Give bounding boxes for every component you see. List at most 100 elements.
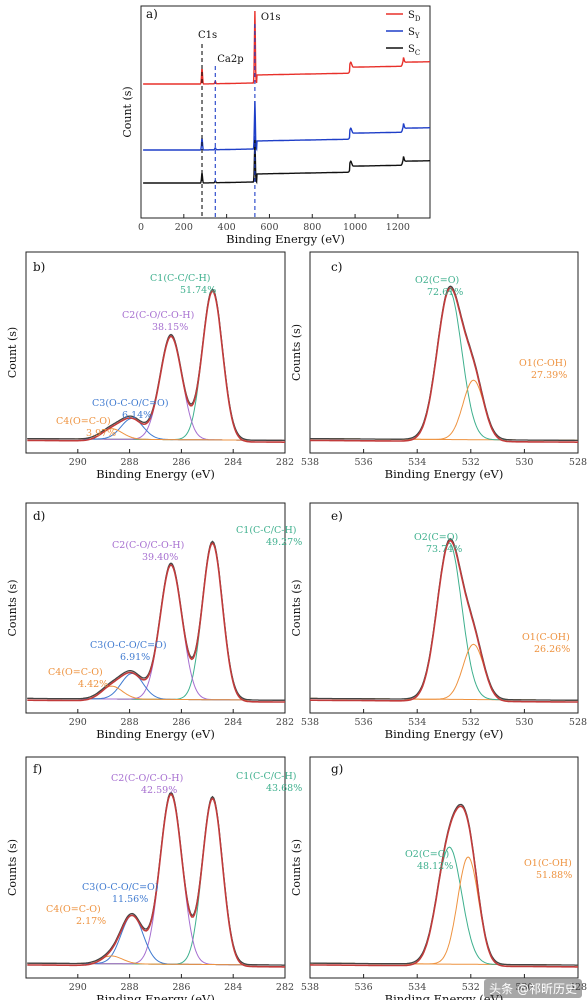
- y-axis-label: Count (s): [6, 327, 19, 378]
- component-name: C1(C-C/C-H): [236, 771, 296, 782]
- x-tick-label: 282: [276, 982, 294, 993]
- x-tick-label: 538: [301, 457, 319, 468]
- peak-label: O1s: [261, 12, 281, 23]
- x-tick-label: 286: [172, 457, 190, 468]
- x-tick-label: 1000: [343, 222, 367, 233]
- x-axis-label: Binding Energy (eV): [385, 992, 504, 1000]
- envelope-line: [27, 542, 285, 703]
- x-axis-label: Binding Energy (eV): [385, 727, 504, 741]
- x-tick-label: 534: [408, 717, 426, 728]
- component-name: C1(C-C/C-H): [236, 525, 296, 536]
- x-tick-label: 282: [276, 717, 294, 728]
- component-line: [310, 542, 578, 701]
- x-tick-label: 1200: [386, 222, 410, 233]
- x-tick-label: 286: [172, 717, 190, 728]
- y-axis-label: Counts (s): [6, 580, 19, 637]
- x-tick-label: 532: [462, 717, 480, 728]
- component-name: C4(O=C-O): [46, 904, 101, 915]
- x-tick-label: 290: [69, 717, 87, 728]
- x-tick-label: 200: [175, 222, 193, 233]
- watermark: 头条 @祁昕历史: [484, 979, 582, 998]
- x-tick-label: 290: [69, 982, 87, 993]
- survey-series-line: [143, 139, 430, 185]
- component-name: O1(C-OH): [524, 858, 572, 869]
- x-tick-label: 288: [121, 982, 139, 993]
- peak-label: Ca2p: [217, 54, 243, 65]
- envelope-line: [310, 287, 578, 443]
- component-name: C3(O-C-O/C=O): [90, 640, 167, 651]
- component-percent: 6.91%: [120, 652, 150, 663]
- x-tick-label: 538: [301, 982, 319, 993]
- component-name: C2(C-O/C-O-H): [112, 540, 184, 551]
- x-tick-label: 288: [121, 717, 139, 728]
- y-axis-label: Counts (s): [290, 839, 303, 896]
- x-axis-label: Binding Energy (eV): [226, 232, 345, 246]
- component-name: O2(C=O): [415, 275, 459, 286]
- x-tick-label: 532: [462, 982, 480, 993]
- component-percent: 42.59%: [141, 785, 177, 796]
- x-tick-label: 534: [408, 982, 426, 993]
- component-name: C1(C-C/C-H): [150, 273, 210, 284]
- component-percent: 49.27%: [266, 537, 302, 548]
- component-percent: 2.17%: [76, 916, 106, 927]
- component-line: [27, 796, 285, 966]
- x-axis-label: Binding Energy (eV): [96, 992, 215, 1000]
- component-line: [27, 914, 285, 966]
- panel-g: g) 538 536 534 532 530 528 Binding Energy (eV) C…: [290, 756, 587, 1000]
- plot-frame: [25, 756, 286, 979]
- x-tick-label: 0: [138, 222, 144, 233]
- component-percent: 4.42%: [78, 679, 108, 690]
- component-percent: 27.39%: [531, 370, 567, 381]
- legend-label: SD: [408, 10, 421, 23]
- panel-label: e): [331, 509, 343, 523]
- x-tick-label: 288: [121, 457, 139, 468]
- raw-data-line: [310, 803, 578, 966]
- y-axis-label: Count (s): [121, 86, 134, 137]
- x-tick-label: 800: [303, 222, 321, 233]
- x-tick-label: 284: [224, 982, 242, 993]
- x-tick-label: 536: [355, 717, 373, 728]
- legend-label: SY: [408, 27, 420, 40]
- component-name: C2(C-O/C-O-H): [111, 773, 183, 784]
- plot-frame: [25, 502, 286, 714]
- envelope-line: [310, 805, 578, 968]
- x-tick-label: 528: [569, 982, 587, 993]
- panel-b: b) 290 288 286 284 282 Binding Energy (eV) Coun…: [6, 251, 294, 481]
- component-name: C2(C-O/C-O-H): [122, 310, 194, 321]
- y-axis-label: Counts (s): [290, 324, 303, 381]
- component-name: O2(C=O): [414, 532, 458, 543]
- x-tick-label: 286: [172, 982, 190, 993]
- x-axis-label: Binding Energy (eV): [96, 467, 215, 481]
- component-percent: 39.40%: [142, 552, 178, 563]
- component-name: C3(O-C-O/C=O): [82, 882, 159, 893]
- component-name: C4(O=C-O): [56, 416, 111, 427]
- x-tick-label: 532: [462, 457, 480, 468]
- raw-data-line: [27, 791, 285, 966]
- component-percent: 38.15%: [152, 322, 188, 333]
- envelope-line: [27, 289, 285, 443]
- component-name: O1(C-OH): [522, 632, 570, 643]
- panel-label: b): [33, 260, 45, 274]
- component-percent: 43.68%: [266, 783, 302, 794]
- x-axis-label: Binding Energy (eV): [385, 467, 504, 481]
- x-tick-label: 530: [515, 982, 533, 993]
- component-percent: 11.56%: [112, 894, 148, 905]
- x-tick-label: 282: [276, 457, 294, 468]
- x-tick-label: 284: [224, 457, 242, 468]
- component-name: C3(O-C-O/C=O): [92, 398, 169, 409]
- x-tick-label: 530: [515, 457, 533, 468]
- x-tick-label: 400: [218, 222, 236, 233]
- component-percent: 72.61%: [427, 287, 463, 298]
- component-name: O1(C-OH): [519, 358, 567, 369]
- x-tick-label: 534: [408, 457, 426, 468]
- raw-data-line: [310, 538, 578, 701]
- x-tick-label: 600: [260, 222, 278, 233]
- component-percent: 48.12%: [417, 861, 453, 872]
- component-percent: 26.26%: [534, 644, 570, 655]
- panel-e: e) 538 536 534 532 530 528 Binding Energy (eV) C…: [290, 502, 587, 741]
- component-line: [27, 562, 285, 701]
- panel-a: a) 0 200 400 600 800 1000 1200 Binding Energy (e…: [121, 5, 431, 246]
- y-axis-label: Counts (s): [290, 580, 303, 637]
- component-percent: 3.97%: [86, 428, 116, 439]
